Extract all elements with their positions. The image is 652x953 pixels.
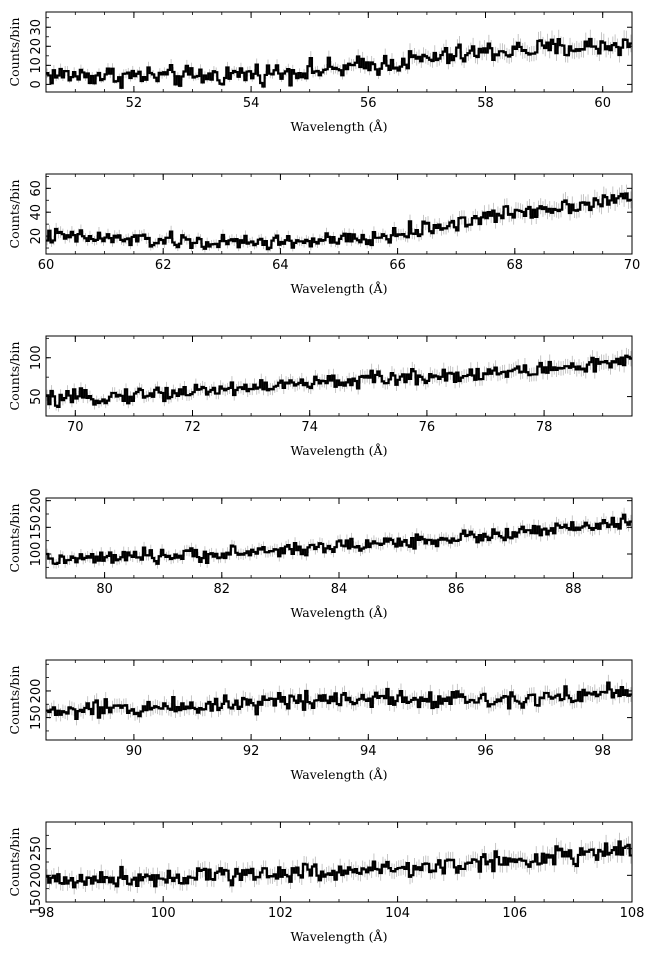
x-tick-label: 70 [67, 420, 84, 435]
x-tick-label: 100 [151, 906, 176, 921]
x-tick-label: 54 [243, 96, 260, 111]
spectrum-line [46, 192, 632, 251]
y-tick-label: 20 [29, 228, 44, 245]
spectrum-line [46, 513, 632, 565]
y-tick-label: 20 [29, 38, 44, 55]
y-tick-label: 200 [29, 488, 44, 513]
x-tick-label: 82 [214, 582, 231, 597]
y-tick-label: 150 [29, 705, 44, 730]
y-tick-label: 150 [29, 515, 44, 540]
x-axis-title: Wavelength (Å) [291, 929, 388, 944]
x-tick-label: 76 [419, 420, 436, 435]
x-tick-label: 64 [272, 258, 289, 273]
y-tick-label: 50 [29, 388, 44, 405]
spectrum-panel-6: 98 100 102 104 106 108 150 200 250 Wavelength (Å)… [7, 821, 645, 944]
spectrum-panel-3: 70 72 74 76 78 50 100 Wavelength (Å) Counts/bin [7, 335, 633, 458]
y-tick-label: 10 [29, 57, 44, 74]
x-tick-label: 92 [243, 744, 260, 759]
y-tick-label: 200 [29, 679, 44, 704]
x-tick-label: 98 [594, 744, 611, 759]
error-bars [46, 29, 632, 90]
x-tick-label: 84 [331, 582, 348, 597]
y-tick-label: 150 [29, 890, 44, 915]
spectrum-line [46, 681, 632, 721]
x-tick-label: 90 [126, 744, 143, 759]
x-tick-label: 62 [155, 258, 172, 273]
x-axis-title: Wavelength (Å) [291, 119, 388, 134]
x-tick-label: 72 [184, 420, 201, 435]
x-axis-title: Wavelength (Å) [291, 281, 388, 296]
y-tick-label: 60 [29, 180, 44, 197]
y-tick-label: 250 [29, 836, 44, 861]
x-axis-title: Wavelength (Å) [291, 443, 388, 458]
x-tick-label: 58 [477, 96, 494, 111]
x-tick-label: 96 [477, 744, 494, 759]
x-tick-label: 66 [389, 258, 406, 273]
x-tick-label: 88 [565, 582, 582, 597]
spectrum-line [46, 354, 632, 409]
plot-frame [45, 497, 633, 579]
error-bars [46, 507, 632, 569]
y-axis-title: Counts/bin [7, 18, 22, 87]
y-axis-title: Counts/bin [7, 828, 22, 897]
x-axis-title: Wavelength (Å) [291, 605, 388, 620]
y-axis-title: Counts/bin [7, 342, 22, 411]
plot-frame [45, 11, 633, 93]
y-tick-label: 100 [29, 542, 44, 567]
x-tick-label: 94 [360, 744, 377, 759]
x-tick-label: 68 [507, 258, 524, 273]
y-tick-label: 40 [29, 204, 44, 221]
x-tick-label: 74 [301, 420, 318, 435]
y-tick-label: 100 [29, 345, 44, 370]
spectrum-panel-2: 60 62 64 66 68 70 20 40 60 Wavelength (Å) Counts/b… [7, 173, 641, 296]
x-tick-label: 104 [385, 906, 410, 921]
y-tick-label: 0 [29, 80, 44, 88]
error-bars [46, 674, 632, 726]
x-tick-label: 80 [96, 582, 113, 597]
spectrum-panel-4: 80 82 84 86 88 100 150 200 Wavelength (Å) Counts/… [7, 488, 633, 620]
x-tick-label: 70 [624, 258, 641, 273]
x-axis-title: Wavelength (Å) [291, 767, 388, 782]
plot-frame [45, 659, 633, 741]
y-axis-title: Counts/bin [7, 504, 22, 573]
y-tick-label: 30 [29, 19, 44, 36]
x-tick-label: 78 [536, 420, 553, 435]
y-axis-title: Counts/bin [7, 666, 22, 735]
x-tick-label: 86 [448, 582, 465, 597]
y-tick-label: 200 [29, 863, 44, 888]
y-axis-title: Counts/bin [7, 180, 22, 249]
spectrum-line [46, 37, 632, 89]
x-tick-label: 60 [38, 258, 55, 273]
spectrum-panel-1: 52 54 56 58 60 0 10 20 30 Wavelength (Å) Counts/bi… [7, 11, 633, 134]
x-tick-label: 60 [594, 96, 611, 111]
x-tick-label: 56 [360, 96, 377, 111]
x-tick-label: 108 [620, 906, 645, 921]
plot-frame [45, 335, 633, 417]
x-tick-label: 98 [38, 906, 55, 921]
x-tick-label: 52 [126, 96, 143, 111]
x-tick-label: 106 [502, 906, 527, 921]
x-tick-label: 102 [268, 906, 293, 921]
spectrum-line [46, 840, 632, 889]
